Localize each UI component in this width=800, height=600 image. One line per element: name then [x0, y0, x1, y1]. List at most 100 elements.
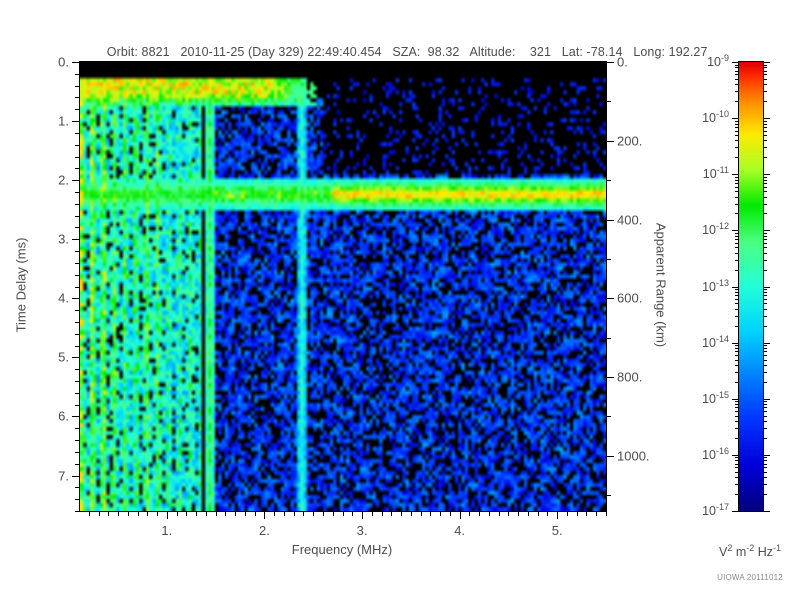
colorbar-minor-tick [763, 364, 767, 366]
x-axis-minor-tick [606, 511, 607, 516]
spectrogram-plot-area: 0. 1. 2. 3. 4. 5. 6. 7. 0. 200. 400. 600. 800. 1000.… [58, 55, 649, 539]
colorbar-minor-tick [735, 157, 739, 159]
x-axis-minor-tick [118, 511, 120, 516]
colorbar-minor-tick [735, 203, 739, 205]
colorbar-major-tick [763, 174, 770, 176]
colorbar-units-label: V2 m-2 Hz-1 [718, 542, 782, 559]
y-axis-minor-tick [75, 262, 80, 264]
colorbar-minor-tick [763, 239, 767, 241]
colorbar-minor-tick [763, 252, 767, 254]
colorbar-minor-tick [763, 477, 767, 479]
colorbar-minor-tick [763, 247, 767, 249]
x-axis-minor-tick [303, 511, 305, 516]
x-axis-minor-tick [342, 511, 344, 516]
colorbar-minor-tick [735, 147, 739, 149]
x-axis-minor-tick [391, 511, 393, 516]
y-axis-left-tick-label: 1. [58, 113, 69, 129]
colorbar-minor-tick [763, 291, 767, 293]
y-axis-right-tick-label: 400. [617, 212, 643, 228]
colorbar-minor-tick [735, 78, 739, 80]
colorbar-minor-tick [763, 259, 767, 261]
colorbar-minor-tick [735, 345, 739, 347]
colorbar-minor-tick [763, 179, 767, 181]
colorbar-minor-tick [763, 84, 767, 86]
x-axis-minor-tick [225, 511, 227, 516]
y-axis-minor-tick [75, 85, 80, 87]
x-axis-minor-tick [322, 511, 324, 516]
y-axis-minor-tick [75, 227, 80, 229]
colorbar-tick-label: 10-13 [702, 277, 729, 294]
x-axis-minor-tick [596, 511, 598, 516]
colorbar-minor-tick [763, 428, 767, 430]
colorbar-minor-tick [763, 381, 767, 383]
colorbar-minor-tick [735, 289, 739, 291]
colorbar-minor-tick [735, 239, 739, 241]
colorbar-minor-tick [763, 140, 767, 142]
x-axis-minor-tick [215, 511, 217, 516]
x-axis-minor-tick [157, 511, 159, 516]
colorbar-minor-tick [763, 371, 767, 373]
y-axis-right-tick-label: 1000. [617, 448, 650, 464]
y-axis-right-tick-label: 600. [617, 290, 643, 306]
colorbar-minor-tick [763, 421, 767, 423]
colorbar-minor-tick [735, 140, 739, 142]
colorbar-minor-tick [735, 213, 739, 215]
x-axis-minor-tick [508, 511, 510, 516]
colorbar-minor-tick [735, 460, 739, 462]
y2-axis-minor-tick [606, 258, 611, 260]
colorbar-minor-tick [735, 351, 739, 353]
x-axis-minor-tick [576, 511, 578, 516]
y-axis-minor-tick [75, 463, 80, 465]
colorbar-minor-tick [763, 91, 767, 93]
y-axis-minor-tick [75, 404, 80, 406]
colorbar-major-tick [763, 511, 770, 512]
colorbar-minor-tick [763, 147, 767, 149]
x-axis-tick-label: 3. [356, 523, 368, 538]
colorbar-minor-tick [735, 471, 739, 473]
colorbar-minor-tick [735, 381, 739, 383]
colorbar-tick-label: 10-10 [702, 108, 729, 126]
x-axis-minor-tick [332, 511, 334, 516]
x-axis-minor-tick [498, 511, 500, 516]
colorbar-minor-tick [735, 84, 739, 86]
colorbar-minor-tick [735, 123, 739, 125]
colorbar-minor-tick [735, 235, 739, 237]
colorbar-minor-tick [763, 295, 767, 297]
colorbar-minor-tick [735, 359, 739, 361]
colorbar-minor-tick [763, 203, 767, 205]
colorbar-minor-tick [763, 191, 767, 193]
colorbar-minor-tick [735, 64, 739, 66]
x-axis-minor-tick [235, 511, 237, 516]
x-axis-minor-tick [108, 511, 110, 516]
colorbar-minor-tick [735, 463, 739, 465]
colorbar-minor-tick [763, 157, 767, 159]
colorbar-minor-tick [735, 135, 739, 137]
colorbar-minor-tick [763, 345, 767, 347]
y2-axis-major-tick [606, 140, 614, 142]
x-axis-minor-tick [479, 511, 481, 516]
y-axis-minor-tick [75, 499, 80, 501]
y-axis-minor-tick [75, 156, 80, 158]
colorbar-minor-tick [735, 186, 739, 188]
x-axis-minor-tick [430, 511, 432, 516]
colorbar-minor-tick [735, 411, 739, 413]
x-axis-major-tick [557, 511, 559, 519]
colorbar-minor-tick [763, 457, 767, 459]
y-axis-left-tick-label: 3. [58, 231, 69, 247]
colorbar-minor-tick [735, 401, 739, 403]
x-axis-tick-label: 2. [259, 523, 270, 538]
x-axis-minor-tick [488, 511, 490, 516]
y-axis-minor-tick [75, 109, 80, 111]
y-axis-minor-tick [75, 215, 80, 217]
colorbar-tick-label: 10-16 [702, 445, 729, 462]
colorbar-minor-tick [763, 401, 767, 403]
y-axis-major-tick [72, 239, 80, 241]
y-axis-minor-tick [75, 310, 80, 312]
colorbar-minor-tick [735, 130, 739, 132]
y-axis-major-tick [72, 475, 80, 477]
colorbar-minor-tick [735, 355, 739, 357]
colorbar-minor-tick [763, 471, 767, 473]
y-axis-major-tick [72, 416, 80, 418]
colorbar-minor-tick [735, 259, 739, 261]
